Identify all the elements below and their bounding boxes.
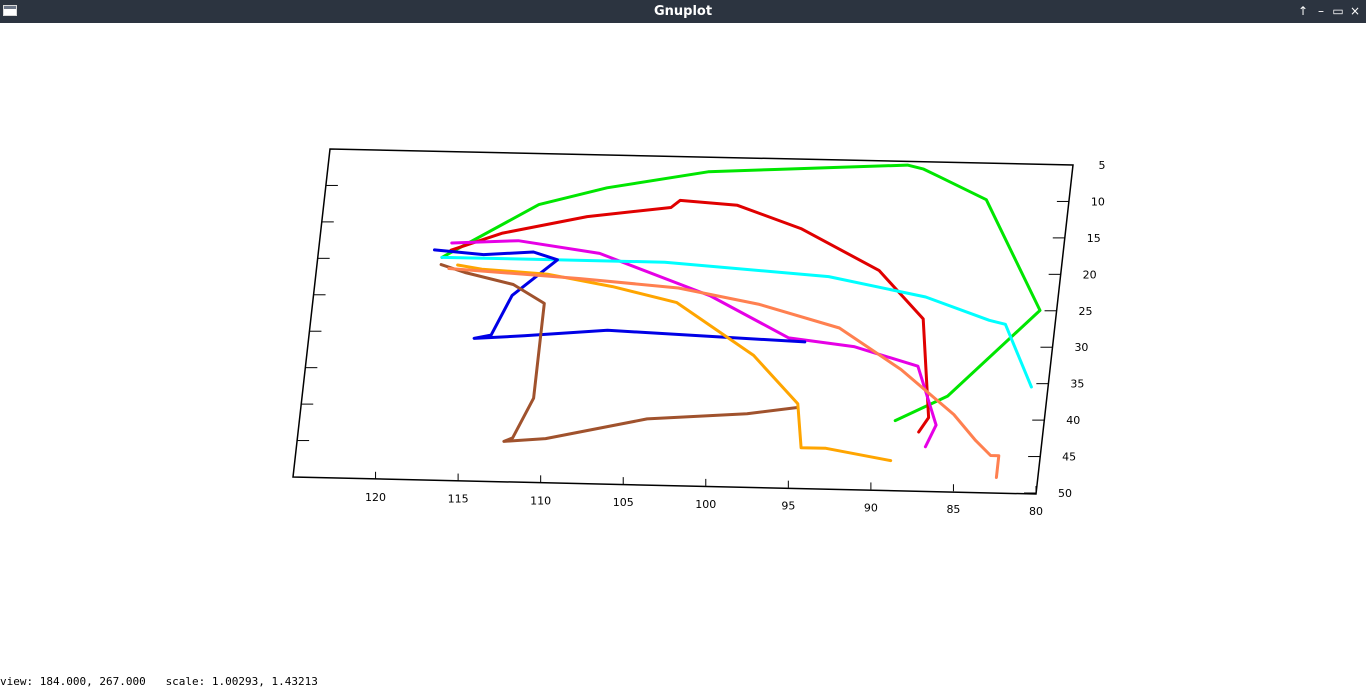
- x-tick-label: 120: [365, 491, 386, 504]
- x-tick-label: 95: [781, 500, 795, 513]
- status-line: view: 184.000, 267.000 scale: 1.00293, 1…: [0, 675, 318, 688]
- x-tick-label: 110: [530, 494, 551, 507]
- y-tick-label: 25: [1079, 305, 1093, 318]
- y-tick-label: 50: [1058, 487, 1072, 500]
- up-arrow-icon[interactable]: ↑: [1297, 4, 1309, 18]
- series-line-4: [440, 255, 1033, 389]
- minimize-icon[interactable]: –: [1318, 4, 1324, 18]
- window-titlebar: Gnuplot ↑ – ▭ ×: [0, 0, 1366, 23]
- x-tick-label: 90: [864, 501, 878, 514]
- y-tick-label: 15: [1087, 232, 1101, 245]
- plot-svg: 120 115 110 105 100 95 90 85 80 5 10 15 20 25 30 35 40 45…: [292, 148, 1106, 518]
- axis-ticks: 120 115 110 105 100 95 90 85 80 5 10 15 20 25 30 35 40 45…: [297, 159, 1106, 518]
- x-tick-label: 115: [448, 493, 469, 506]
- maximize-icon[interactable]: ▭: [1332, 4, 1344, 18]
- y-tick-label: 10: [1091, 195, 1105, 208]
- series-line-1: [440, 163, 1042, 423]
- window-menu-icon[interactable]: [3, 5, 17, 16]
- plot-canvas[interactable]: 120 115 110 105 100 95 90 85 80 5 10 15 20 25 30 35 40 45…: [0, 23, 1366, 673]
- y-tick-label: 30: [1074, 341, 1088, 354]
- y-tick-label: 5: [1099, 159, 1106, 172]
- series-line-6: [439, 263, 799, 443]
- y-tick-label: 40: [1066, 414, 1080, 427]
- x-tick-label: 80: [1029, 505, 1043, 518]
- series-line-7: [456, 263, 893, 463]
- close-icon[interactable]: ×: [1349, 4, 1361, 18]
- y-tick-label: 45: [1062, 451, 1076, 464]
- x-tick-label: 100: [695, 498, 716, 511]
- window-title: Gnuplot: [653, 4, 713, 19]
- y-tick-label: 35: [1070, 378, 1084, 391]
- series-line-3: [450, 239, 938, 449]
- x-tick-label: 85: [946, 503, 960, 516]
- series-line-2: [449, 198, 931, 434]
- series-line-8: [447, 267, 1001, 479]
- y-tick-label: 20: [1083, 268, 1097, 281]
- series-line-5: [433, 248, 807, 344]
- x-tick-label: 105: [613, 496, 634, 509]
- data-series: [433, 163, 1042, 479]
